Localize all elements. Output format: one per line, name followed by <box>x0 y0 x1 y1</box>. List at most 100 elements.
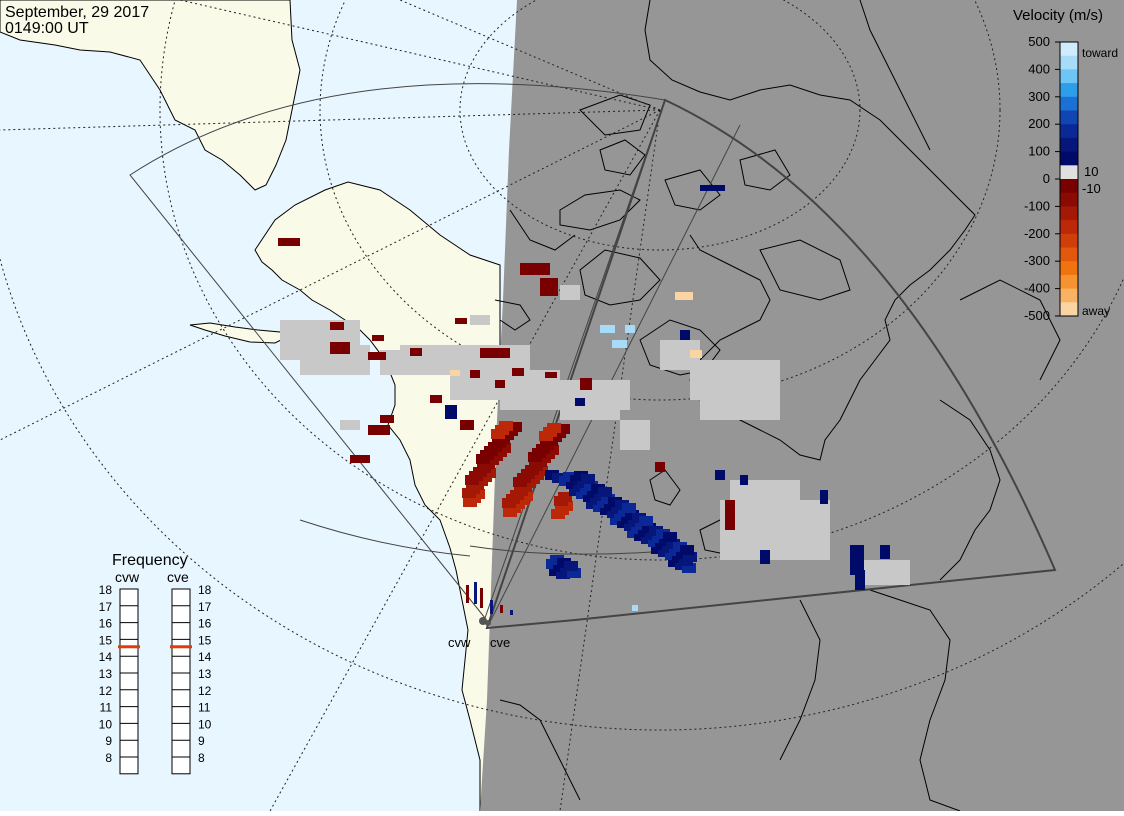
echo-cell <box>639 516 653 526</box>
velocity-color-step <box>1060 206 1078 221</box>
echo-cell <box>372 335 384 341</box>
echo-cell <box>564 561 578 571</box>
velocity-tick-label: -100 <box>1024 198 1050 213</box>
velocity-color-step <box>1060 288 1078 303</box>
velocity-color-step <box>1060 261 1078 276</box>
frequency-scale-label-right: 18 <box>198 583 212 597</box>
frequency-gauge-cvw <box>119 588 139 775</box>
echo-cell <box>880 545 890 559</box>
echo-cell <box>554 496 568 506</box>
echo-cell <box>474 582 477 604</box>
frequency-gauges: 18 18 17 17 16 16 15 15 14 14 13 13 12 12 11 11 10 10 9 9 8 8 <box>99 583 212 775</box>
echo-cell <box>462 488 476 498</box>
echo-cell <box>490 600 493 614</box>
echo-cell <box>480 348 510 358</box>
frequency-scale-label-right: 12 <box>198 684 212 698</box>
frequency-panel: Frequency cvw cve 18 18 17 17 16 16 15 15 14 14 13… <box>99 552 212 775</box>
echo-cell <box>760 550 770 564</box>
velocity-color-step <box>1060 151 1078 166</box>
velocity-away-label: away <box>1082 304 1110 318</box>
radar-site-markers <box>479 617 491 626</box>
echo-cell <box>540 278 558 296</box>
echo-cell <box>368 352 386 360</box>
echo-cell <box>330 322 344 330</box>
echo-cell <box>860 560 910 585</box>
echo-cell <box>350 455 370 463</box>
echo-cell <box>466 585 469 603</box>
velocity-color-step <box>1060 69 1078 84</box>
echo-cell <box>539 431 553 441</box>
echo-cell <box>680 545 694 555</box>
velocity-legend: Velocity (m/s) 500 400 300 200 100 0 -100 -200 -… <box>1013 7 1118 323</box>
velocity-color-step <box>1060 55 1078 70</box>
date-label: September, 29 2017 <box>5 4 149 21</box>
frequency-scale-label-left: 8 <box>105 751 112 765</box>
frequency-radar-cvw: cvw <box>115 569 140 585</box>
echo-cell <box>450 370 460 376</box>
echo-cell <box>700 185 725 191</box>
echo-cell <box>460 420 474 430</box>
velocity-color-step <box>1060 124 1078 139</box>
echo-cell <box>495 380 505 388</box>
velocity-tick-label: -500 <box>1024 308 1050 323</box>
velocity-color-step <box>1060 137 1078 153</box>
velocity-color-bar <box>1060 42 1078 317</box>
echo-cell <box>620 420 650 450</box>
velocity-color-step <box>1060 42 1078 57</box>
echo-cell <box>368 425 390 435</box>
velocity-tick-label: -400 <box>1024 281 1050 296</box>
velocity-color-step <box>1060 274 1078 290</box>
velocity-color-step <box>1060 192 1078 207</box>
frequency-scale-label-left: 9 <box>105 734 112 748</box>
day-land <box>0 0 501 816</box>
echo-cell <box>632 605 638 611</box>
echo-cell <box>330 342 350 354</box>
velocity-tick-label: 400 <box>1028 61 1050 76</box>
velocity-tick-label: -300 <box>1024 253 1050 268</box>
echo-cell <box>855 570 865 590</box>
echo-cell <box>278 238 300 246</box>
frequency-title: Frequency <box>112 552 188 569</box>
echo-cell <box>715 470 725 480</box>
site-label-cvw: cvw <box>448 635 471 650</box>
echo-cell <box>820 490 828 504</box>
frequency-scale-label-left: 13 <box>99 667 113 681</box>
echo-cell <box>598 487 612 497</box>
frequency-scale-label-right: 15 <box>198 633 212 647</box>
velocity-color-step <box>1060 96 1078 111</box>
echo-cell <box>580 378 592 390</box>
frequency-scale-label-right: 16 <box>198 617 212 631</box>
frequency-scale-label-left: 14 <box>99 650 113 664</box>
echo-cell <box>581 474 595 484</box>
echo-cells <box>278 185 910 615</box>
echo-cell <box>575 398 585 406</box>
echo-cell <box>513 477 527 487</box>
velocity-color-step <box>1060 247 1078 262</box>
echo-cell <box>470 370 480 378</box>
echo-cell <box>470 315 490 325</box>
echo-cell <box>740 520 830 560</box>
echo-cell <box>740 475 748 485</box>
frequency-scale-label-left: 12 <box>99 684 113 698</box>
velocity-tick-label: 200 <box>1028 116 1050 131</box>
echo-cell <box>700 390 780 420</box>
echo-cell <box>680 330 690 340</box>
echo-cell <box>560 395 620 420</box>
frequency-scale-label-left: 18 <box>99 583 113 597</box>
echo-cell <box>560 285 580 300</box>
echo-cell <box>410 348 422 356</box>
echo-cell <box>655 462 665 472</box>
echo-cell <box>455 318 467 324</box>
echo-cell <box>545 372 557 378</box>
echo-cell <box>465 475 479 485</box>
frequency-scale-label-left: 10 <box>99 717 113 731</box>
echo-cell <box>690 350 702 358</box>
velocity-color-step <box>1060 302 1078 317</box>
frequency-selected-marker <box>118 645 140 649</box>
echo-cell <box>682 563 696 573</box>
echo-cell <box>380 415 394 423</box>
velocity-color-step <box>1060 110 1078 125</box>
echo-cell <box>600 325 615 333</box>
echo-cell <box>503 507 517 517</box>
